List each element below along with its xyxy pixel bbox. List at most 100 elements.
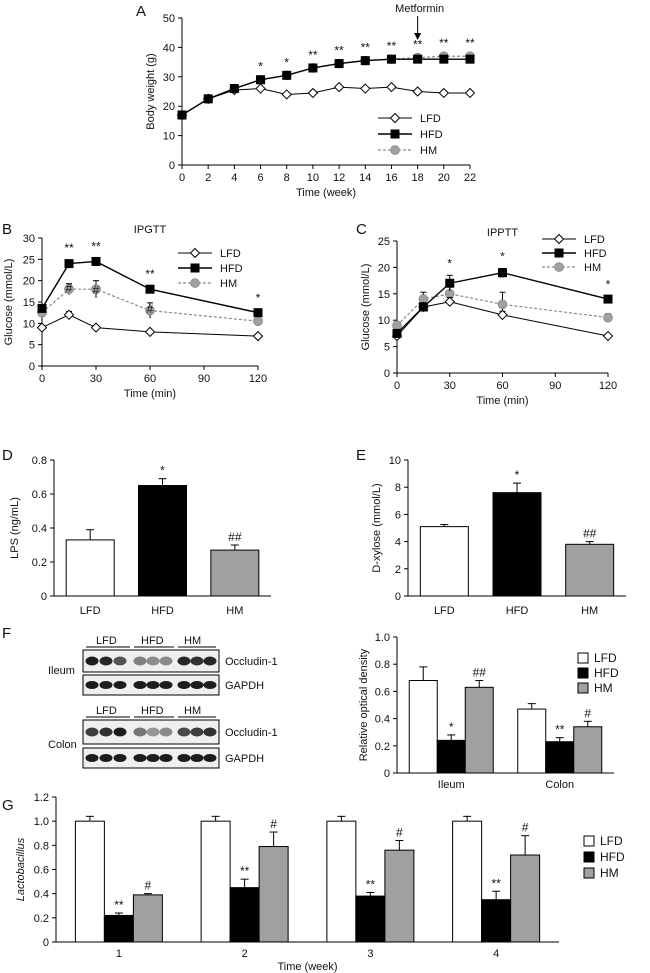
significance-label: ** (491, 876, 501, 890)
blot-loading-ileum: GAPDH (225, 680, 264, 692)
significance-label: * (515, 468, 520, 482)
x-tick-label: HFD (506, 605, 529, 617)
point-hfd (418, 302, 428, 312)
bar-lfd-3 (326, 820, 357, 943)
y-tick-label: 40 (163, 42, 175, 54)
western-blot-colon: LFD HFD HM Colon Occludin-1 GAPDH (48, 705, 278, 769)
significance-label: * (258, 60, 263, 74)
legend-marker-hfd (554, 248, 564, 258)
legend-marker-lfd (189, 247, 201, 259)
significance-label: ** (366, 877, 376, 891)
x-tick-label: 14 (359, 172, 371, 184)
blot-band (133, 727, 147, 737)
blot-band (99, 656, 113, 666)
legend-marker-hfd (190, 263, 200, 273)
legend-marker-hm (390, 145, 400, 155)
blot-group-label-hfd-colon: HFD (141, 705, 164, 717)
significance-label: ** (361, 41, 371, 55)
point-hfd (465, 54, 475, 64)
legend-label-lfd: LFD (594, 651, 617, 665)
significance-label: ** (145, 267, 155, 281)
annotation-arrow-head (414, 33, 422, 40)
blot-band (190, 754, 204, 762)
x-axis-label: Time (min) (124, 388, 176, 400)
x-tick-label: 3 (367, 948, 373, 960)
significance-label: ** (114, 898, 124, 912)
x-tick-label: 8 (284, 172, 290, 184)
blot-band (159, 656, 173, 666)
point-lfd (144, 326, 156, 338)
point-hm (91, 284, 101, 295)
blot-band (146, 681, 160, 689)
blot-band (177, 681, 191, 689)
western-blot-ileum: LFD HFD HM Ileum Occludin-1 GAPDH (48, 635, 278, 696)
legend-label-hm: HM (420, 145, 437, 157)
blot-band (146, 727, 160, 737)
significance-label: # (93, 283, 100, 297)
y-tick-label: 0.8 (32, 455, 47, 467)
point-hfd (91, 256, 101, 266)
bar-hfd-3 (355, 895, 386, 943)
x-tick-label: 10 (307, 172, 319, 184)
x-tick-label: LFD (434, 605, 455, 617)
bar-hm-3 (384, 849, 415, 943)
point-hfd (37, 303, 47, 313)
x-axis-label: Time (week) (296, 187, 356, 199)
legend-swatch-hm (583, 867, 595, 879)
x-tick-label: 6 (257, 172, 263, 184)
x-tick-label: 0 (39, 373, 45, 385)
point-lfd (333, 81, 345, 93)
legend-swatch-hm (577, 682, 589, 694)
chart-lps: 0 0.2 0.4 0.6 0.8 LPS (ng/mL) LFD * HFD ## HM (9, 455, 271, 617)
chart-ipptt: 0 5 10 15 20 25 Glucose (mmol/L) 0 30 60 90 120 Time… (360, 227, 617, 407)
point-lfd (281, 89, 292, 100)
legend-swatch-lfd (583, 835, 595, 847)
blot-band (99, 681, 113, 689)
legend-swatch-hfd (583, 851, 595, 863)
y-tick-label: 0.6 (375, 686, 390, 698)
y-tick-label: 0 (395, 591, 401, 603)
series-line-hm (181, 55, 470, 116)
y-tick-label: 5 (384, 342, 390, 354)
y-axis-label: Relative optical density (358, 648, 370, 761)
x-tick-label: HFD (151, 605, 174, 617)
legend-label-lfd: LFD (420, 113, 441, 125)
y-tick-label: 4 (395, 537, 401, 549)
bar-lfd-2 (200, 820, 231, 943)
point-hfd (439, 54, 449, 64)
bar-lfd-4 (452, 820, 483, 943)
significance-label: * (606, 277, 611, 291)
y-axis-label: Glucose (mmol/L) (3, 259, 15, 346)
legend-label-lfd: LFD (584, 234, 605, 246)
chart-d-xylose: 0 2 4 6 8 10 D-xylose (mmol/L) LFD * HFD ## HM (371, 455, 626, 617)
series-line-hfd (181, 58, 470, 116)
blot-band (159, 754, 173, 762)
legend-label-hm: HM (600, 866, 619, 880)
blot-band (113, 727, 127, 737)
blot-band (190, 656, 204, 666)
bar-hfd-2 (229, 887, 260, 943)
y-tick-label: 0.4 (34, 889, 49, 901)
y-tick-label: 0.4 (32, 523, 47, 535)
significance-label: ## (583, 527, 597, 541)
x-tick-label: 2 (242, 948, 248, 960)
y-axis-label: Body weight (g) (145, 53, 157, 129)
y-tick-label: 0 (41, 591, 47, 603)
blot-band (85, 656, 99, 666)
blot-band (203, 727, 217, 737)
point-lfd (438, 87, 450, 99)
blot-band (113, 681, 127, 689)
y-tick-label: 30 (23, 233, 35, 245)
annotation-metformin: Metformin (395, 3, 444, 15)
y-tick-label: 1.0 (34, 816, 49, 828)
x-tick-label: 4 (493, 948, 499, 960)
bar-hfd-colon (545, 741, 575, 774)
legend-swatch-hfd (577, 667, 589, 679)
blot-group-label-lfd: LFD (96, 635, 117, 647)
point-hfd (413, 54, 423, 64)
significance-label: ** (240, 864, 250, 878)
panel-letter-c: C (356, 221, 367, 238)
blot-band (177, 656, 191, 666)
bar-hm (565, 543, 615, 597)
y-tick-label: 15 (378, 289, 390, 301)
